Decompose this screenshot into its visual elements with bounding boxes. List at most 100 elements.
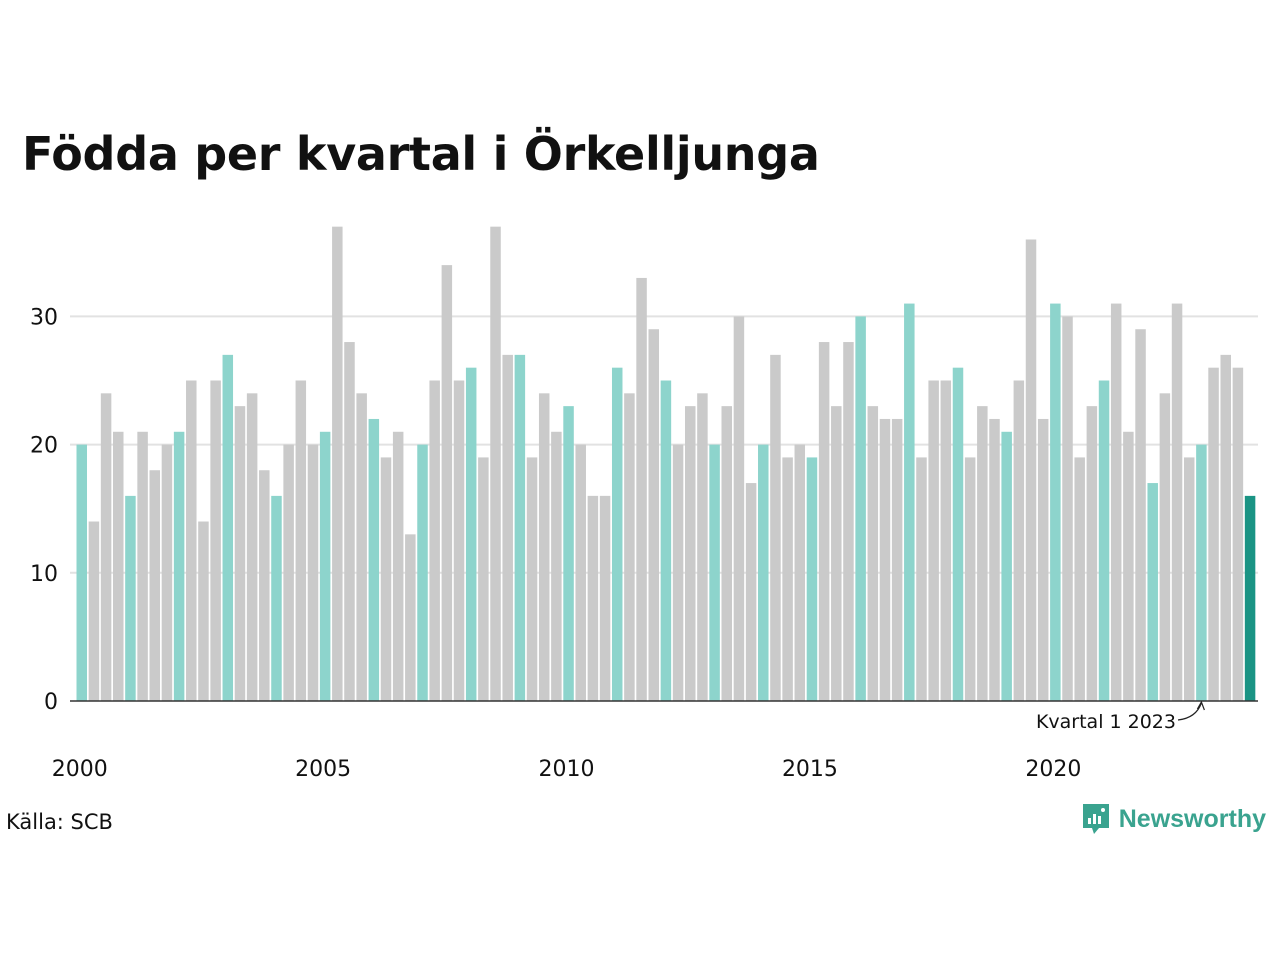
x-tick-label: 2010	[539, 757, 595, 782]
bar	[636, 277, 647, 701]
bar	[624, 393, 635, 701]
bar	[1074, 457, 1085, 701]
bar	[806, 457, 818, 701]
bar	[490, 226, 501, 701]
latest-annotation: Kvartal 1 2023	[1036, 700, 1205, 733]
bar	[210, 380, 221, 701]
bar	[964, 457, 976, 701]
bar	[1232, 367, 1244, 701]
bar	[538, 393, 550, 701]
bar	[319, 431, 331, 701]
y-tick-label: 20	[30, 434, 58, 459]
bar	[831, 406, 842, 701]
bar	[392, 431, 404, 701]
bar	[417, 444, 428, 701]
bars	[76, 226, 1256, 702]
annotation-label: Kvartal 1 2023	[1036, 711, 1176, 733]
bar	[259, 470, 270, 701]
bar	[526, 457, 538, 701]
bar	[502, 354, 513, 701]
bar	[648, 329, 659, 701]
bar	[88, 521, 100, 701]
bar	[660, 380, 672, 701]
bar	[891, 418, 903, 701]
brand-logo: Newsworthy	[1081, 802, 1266, 836]
bar	[1050, 303, 1061, 701]
bar	[356, 393, 367, 701]
bar	[697, 393, 708, 701]
bar	[989, 418, 1000, 701]
x-tick-label: 2005	[295, 757, 351, 782]
bar	[1098, 380, 1110, 701]
y-tick-label: 30	[30, 305, 58, 330]
bar	[478, 457, 489, 701]
x-tick-label: 2015	[782, 757, 838, 782]
bar	[100, 393, 112, 701]
bar	[745, 483, 757, 701]
bar	[344, 342, 355, 701]
bar	[587, 495, 599, 701]
bar	[1220, 354, 1231, 701]
bar	[770, 354, 781, 701]
bar	[149, 470, 161, 701]
bar	[137, 431, 148, 701]
bar	[125, 495, 136, 701]
annotation-arrow	[1177, 702, 1202, 721]
bar	[599, 495, 611, 701]
bar	[928, 380, 939, 701]
bar	[977, 406, 988, 701]
bar	[441, 265, 453, 701]
y-tick-label: 0	[44, 690, 58, 715]
bar	[575, 444, 586, 701]
bar	[380, 457, 392, 701]
x-axis-ticks: 2000 2005 2010 2015 2020	[52, 757, 1082, 782]
bar	[283, 444, 294, 701]
bar	[1135, 329, 1146, 701]
bar	[855, 316, 866, 701]
bar	[758, 444, 769, 701]
bar	[904, 303, 915, 701]
bar	[672, 444, 684, 701]
bar	[307, 444, 319, 701]
bar	[1159, 393, 1171, 701]
bar	[916, 457, 927, 701]
bar	[952, 367, 964, 701]
bar	[940, 380, 952, 701]
bar	[1196, 444, 1207, 701]
bar	[76, 444, 87, 701]
annotation-arrowhead	[1196, 700, 1205, 711]
bar	[429, 380, 440, 701]
bar	[1001, 431, 1012, 701]
brand-name: Newsworthy	[1118, 804, 1266, 833]
bar	[1086, 406, 1098, 701]
bar	[551, 431, 562, 701]
bar	[113, 431, 124, 701]
bar	[733, 316, 745, 701]
bar	[794, 444, 806, 701]
bar	[453, 380, 465, 701]
bar	[198, 521, 209, 701]
bar	[1110, 303, 1122, 701]
y-tick-label: 10	[30, 562, 58, 587]
bar	[709, 444, 720, 701]
bar	[1171, 303, 1183, 701]
bar	[1208, 367, 1219, 701]
bar	[721, 406, 733, 701]
bar	[465, 367, 477, 701]
bar	[782, 457, 793, 701]
bar	[234, 406, 246, 701]
bar	[818, 342, 830, 701]
bar	[405, 534, 416, 701]
bar	[161, 444, 173, 701]
bar	[1062, 316, 1073, 701]
x-tick-label: 2020	[1025, 757, 1081, 782]
bar	[611, 367, 623, 701]
bar	[879, 418, 891, 701]
x-tick-label: 2000	[52, 757, 108, 782]
bar	[1013, 380, 1025, 701]
bar	[1183, 457, 1195, 701]
bar	[1025, 239, 1037, 702]
y-axis-ticks: 0 10 20 30	[30, 305, 58, 715]
bar	[1123, 431, 1134, 701]
